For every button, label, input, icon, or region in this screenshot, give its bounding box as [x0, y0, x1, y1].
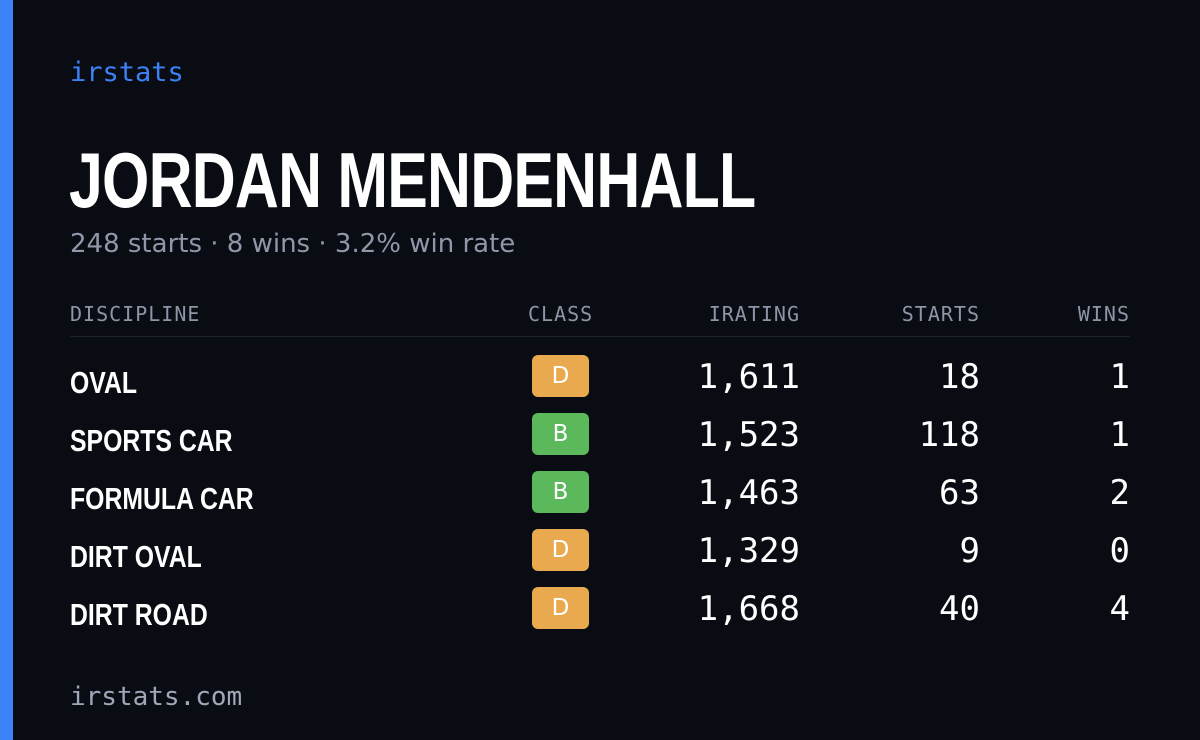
table-row: DIRT ROAD D 1,668 40 4: [70, 585, 1130, 643]
wins-value: 2: [1109, 473, 1130, 513]
irating-value: 1,523: [697, 415, 800, 455]
brand-logo: irstats: [70, 57, 184, 88]
starts-value: 18: [939, 357, 980, 397]
discipline-name: DIRT OVAL: [70, 539, 202, 574]
header-discipline: DISCIPLINE: [70, 302, 201, 326]
footer-url: irstats.com: [70, 682, 243, 712]
starts-value: 9: [959, 531, 980, 571]
discipline-name: DIRT ROAD: [70, 597, 208, 632]
discipline-name: SPORTS CAR: [70, 423, 233, 458]
discipline-name: OVAL: [70, 365, 138, 400]
table-body: OVAL D 1,611 18 1 SPORTS CAR B 1,523 118…: [70, 353, 1130, 643]
header-irating: IRATING: [708, 302, 800, 326]
header-starts: STARTS: [901, 302, 980, 326]
irating-value: 1,668: [697, 589, 800, 629]
starts-value: 40: [939, 589, 980, 629]
wins-value: 1: [1109, 415, 1130, 455]
class-badge: B: [532, 471, 589, 513]
accent-bar: [0, 0, 13, 740]
irating-value: 1,329: [697, 531, 800, 571]
class-badge: D: [532, 587, 589, 629]
driver-name: JORDAN MENDENHALL: [69, 136, 756, 224]
class-badge: B: [532, 413, 589, 455]
driver-summary: 248 starts · 8 wins · 3.2% win rate: [70, 229, 516, 259]
wins-value: 4: [1109, 589, 1130, 629]
table-header: DISCIPLINE CLASS IRATING STARTS WINS: [70, 296, 1130, 337]
wins-value: 0: [1109, 531, 1130, 571]
stats-table: DISCIPLINE CLASS IRATING STARTS WINS OVA…: [70, 296, 1130, 643]
class-badge: D: [532, 529, 589, 571]
starts-value: 118: [918, 415, 980, 455]
table-row: DIRT OVAL D 1,329 9 0: [70, 527, 1130, 585]
irating-value: 1,463: [697, 473, 800, 513]
table-row: SPORTS CAR B 1,523 118 1: [70, 411, 1130, 469]
class-badge: D: [532, 355, 589, 397]
header-wins: WINS: [1077, 302, 1130, 326]
irating-value: 1,611: [697, 357, 800, 397]
wins-value: 1: [1109, 357, 1130, 397]
discipline-name: FORMULA CAR: [70, 481, 254, 516]
starts-value: 63: [939, 473, 980, 513]
header-class: CLASS: [528, 302, 594, 326]
table-row: OVAL D 1,611 18 1: [70, 353, 1130, 411]
table-row: FORMULA CAR B 1,463 63 2: [70, 469, 1130, 527]
